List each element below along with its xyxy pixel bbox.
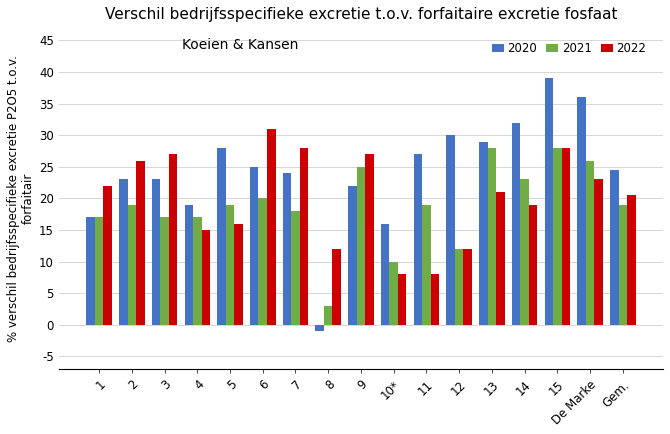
Bar — [316, 325, 324, 331]
Bar — [422, 205, 431, 325]
Bar — [202, 230, 210, 325]
Bar — [586, 161, 594, 325]
Bar — [291, 211, 299, 325]
Bar — [464, 249, 472, 325]
Bar — [553, 148, 561, 325]
Bar — [356, 167, 365, 325]
Bar — [496, 192, 505, 325]
Y-axis label: % verschil bedrijfsspecifieke excretie P2O5 t.o.v.
forfaitair: % verschil bedrijfsspecifieke excretie P… — [7, 55, 35, 342]
Bar — [136, 161, 145, 325]
Bar — [389, 262, 398, 325]
Bar — [160, 217, 169, 325]
Bar — [618, 205, 627, 325]
Bar — [152, 180, 160, 325]
Bar — [86, 217, 95, 325]
Bar — [348, 186, 356, 325]
Bar — [95, 217, 103, 325]
Bar — [365, 154, 374, 325]
Bar — [226, 205, 234, 325]
Bar — [455, 249, 464, 325]
Bar — [561, 148, 570, 325]
Bar — [119, 180, 127, 325]
Bar — [127, 205, 136, 325]
Bar — [627, 195, 636, 325]
Bar — [332, 249, 341, 325]
Bar — [259, 198, 267, 325]
Title: Verschil bedrijfsspecifieke excretie t.o.v. forfaitaire excretie fosfaat: Verschil bedrijfsspecifieke excretie t.o… — [105, 7, 617, 22]
Bar — [529, 205, 537, 325]
Bar — [594, 180, 603, 325]
Bar — [217, 148, 226, 325]
Bar — [193, 217, 202, 325]
Bar — [488, 148, 496, 325]
Bar — [267, 129, 275, 325]
Bar — [324, 306, 332, 325]
Bar — [413, 154, 422, 325]
Bar — [578, 97, 586, 325]
Bar — [610, 170, 618, 325]
Bar — [381, 224, 389, 325]
Legend: 2020, 2021, 2022: 2020, 2021, 2022 — [487, 37, 651, 59]
Bar — [103, 186, 112, 325]
Bar — [521, 180, 529, 325]
Bar — [250, 167, 259, 325]
Bar — [299, 148, 308, 325]
Bar — [545, 79, 553, 325]
Bar — [512, 123, 521, 325]
Bar — [479, 141, 488, 325]
Bar — [398, 274, 407, 325]
Bar — [431, 274, 440, 325]
Bar — [169, 154, 178, 325]
Text: Koeien & Kansen: Koeien & Kansen — [182, 38, 298, 52]
Bar — [234, 224, 243, 325]
Bar — [446, 135, 455, 325]
Bar — [184, 205, 193, 325]
Bar — [283, 173, 291, 325]
